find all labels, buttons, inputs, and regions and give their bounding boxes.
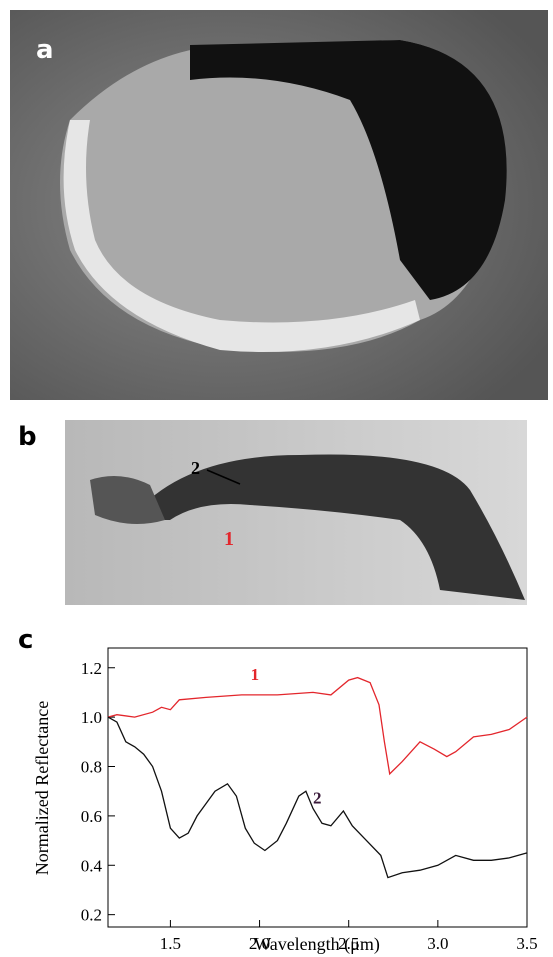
x-tick-label: 2.5 bbox=[338, 934, 359, 953]
y-axis-label: Normalized Reflectance bbox=[32, 701, 52, 875]
series-line bbox=[107, 716, 528, 879]
image-label: 1 bbox=[224, 528, 234, 550]
panel-label: a bbox=[36, 35, 54, 65]
x-tick-label: 3.5 bbox=[516, 934, 537, 953]
pointer bbox=[206, 469, 241, 485]
x-axis-label: Wavelength (μm) bbox=[254, 934, 380, 955]
y-tick-label: 1.2 bbox=[81, 659, 102, 678]
x-tick-label: 2.0 bbox=[249, 934, 270, 953]
y-tick-label: 0.4 bbox=[81, 856, 103, 875]
y-tick-label: 0.2 bbox=[81, 906, 102, 925]
crater-shadow bbox=[190, 40, 507, 300]
y-tick-label: 0.6 bbox=[81, 807, 102, 826]
rim-b bbox=[90, 476, 165, 524]
panel-label: c bbox=[18, 625, 33, 655]
series-line bbox=[107, 676, 528, 776]
series-label: 1 bbox=[251, 665, 260, 684]
x-tick-label: 3.0 bbox=[427, 934, 448, 953]
shadow-b bbox=[130, 454, 525, 600]
plot-frame bbox=[107, 647, 528, 928]
series-label: 2 bbox=[313, 789, 322, 808]
y-tick-label: 0.8 bbox=[81, 758, 102, 777]
x-tick-label: 1.5 bbox=[160, 934, 181, 953]
y-tick-label: 1.0 bbox=[81, 708, 102, 727]
crater-rim bbox=[63, 120, 421, 352]
image-label: 2 bbox=[191, 458, 200, 478]
panel-label: b bbox=[18, 422, 37, 452]
